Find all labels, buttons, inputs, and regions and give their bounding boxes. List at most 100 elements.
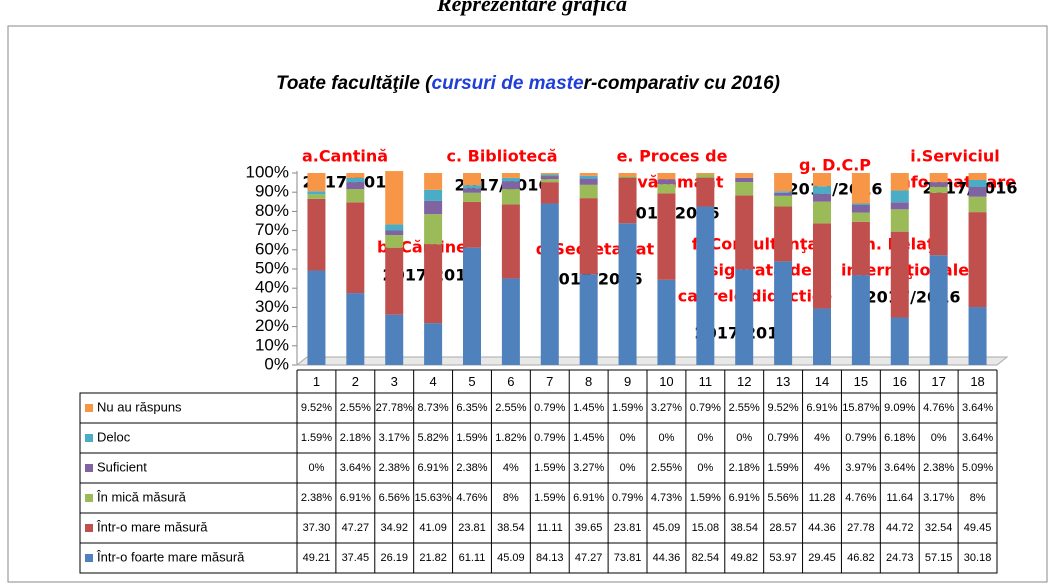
data-label: 4%: [814, 462, 830, 474]
data-label: 6.91%: [340, 492, 371, 504]
x-tick-label: 2: [352, 374, 359, 389]
bar-segment: [813, 308, 831, 365]
bar-segment: [501, 278, 520, 365]
data-label: 3.17%: [923, 492, 954, 504]
bar-segment: [618, 223, 637, 365]
bar-segment: [424, 200, 443, 215]
bar-segment: [346, 293, 365, 365]
bar-segment: [968, 173, 987, 180]
data-label: 57.15: [925, 552, 953, 564]
bar-segment: [696, 174, 715, 178]
bar-segment: [540, 203, 559, 365]
bar-segment: [968, 179, 987, 187]
bar-segment: [540, 173, 559, 175]
bar-segment: [463, 192, 481, 202]
bar-segment: [929, 186, 948, 193]
data-label: 44.36: [808, 522, 836, 534]
data-label: 39.65: [575, 522, 603, 534]
data-label: 0%: [620, 432, 636, 444]
data-label: 34.92: [380, 522, 408, 534]
bar-segment: [385, 247, 404, 315]
data-label: 3.27%: [651, 402, 682, 414]
bar-segment: [579, 175, 598, 179]
annotation: c. Bibliotecă: [446, 147, 557, 166]
data-label: 8%: [970, 492, 986, 504]
data-label: 23.81: [614, 522, 642, 534]
bar-segment: [774, 191, 793, 193]
x-tick-label: 9: [624, 374, 631, 389]
data-label: 3.17%: [379, 432, 410, 444]
x-tick-label: 1: [313, 374, 320, 389]
bar-segment: [501, 189, 520, 205]
data-label: 0%: [931, 432, 947, 444]
x-tick-label: 6: [507, 374, 514, 389]
data-label: 5.56%: [768, 492, 799, 504]
data-label: 1.59%: [690, 492, 721, 504]
data-label: 0%: [736, 432, 752, 444]
legend-swatch: [85, 464, 93, 472]
data-label: 1.45%: [573, 402, 604, 414]
x-tick-label: 12: [737, 374, 751, 389]
bar-segment: [657, 193, 676, 280]
bar-segment: [735, 182, 754, 196]
data-label: 0%: [308, 462, 324, 474]
annotation: i.Serviciul: [910, 147, 1000, 166]
data-label: 37.30: [303, 522, 331, 534]
legend-label: Nu au răspuns: [97, 399, 182, 414]
bar-segment: [851, 221, 870, 276]
bar-segment: [346, 202, 365, 294]
data-label: 5.82%: [418, 432, 449, 444]
data-label: 49.45: [964, 522, 992, 534]
bar-segment: [968, 186, 987, 197]
bar-segment: [929, 192, 948, 256]
data-label: 15.08: [692, 522, 720, 534]
bar-segment: [307, 191, 326, 195]
data-label: 49.21: [303, 552, 331, 564]
annotation: g. D.C.P: [799, 156, 871, 175]
data-label: 0%: [620, 462, 636, 474]
bar-segment: [385, 230, 404, 236]
bar-segment: [540, 174, 559, 177]
data-label: 38.54: [497, 522, 525, 534]
y-tick-label: 60%: [255, 239, 289, 258]
annotation: cadrele didactice: [678, 287, 833, 306]
bar-segment: [540, 176, 559, 180]
data-label: 0.79%: [534, 402, 565, 414]
data-label: 3.64%: [340, 462, 371, 474]
bar-segment: [385, 224, 404, 231]
bar-segment: [346, 173, 365, 178]
data-label: 37.45: [342, 552, 370, 564]
bar-segment: [579, 178, 598, 185]
data-label: 6.91%: [418, 462, 449, 474]
data-label: 47.27: [342, 522, 370, 534]
bar-segment: [890, 202, 909, 210]
data-label: 6.91%: [806, 402, 837, 414]
bar-segment: [618, 173, 637, 177]
bar-segment: [501, 173, 520, 178]
data-label: 45.09: [653, 522, 681, 534]
data-label: 0.79%: [612, 492, 643, 504]
bar-segment: [774, 195, 793, 207]
legend-swatch: [85, 404, 93, 412]
bar-segment: [424, 244, 443, 324]
bar-segment: [851, 205, 870, 213]
data-label: 53.97: [769, 552, 797, 564]
data-label: 0.79%: [690, 402, 721, 414]
data-label: 46.82: [847, 552, 875, 564]
data-label: 15.87%: [842, 402, 880, 414]
data-label: 2.55%: [651, 462, 682, 474]
data-label: 44.36: [653, 552, 681, 564]
data-label: 2.38%: [301, 492, 332, 504]
bar-segment: [424, 173, 443, 190]
data-label: 9.52%: [768, 402, 799, 414]
bar-segment: [346, 182, 365, 190]
data-label: 82.54: [692, 552, 720, 564]
data-label: 2.38%: [923, 462, 954, 474]
bar-segment: [890, 231, 909, 318]
bar-segment: [851, 275, 870, 365]
x-tick-label: 7: [546, 374, 553, 389]
bar-segment: [968, 212, 987, 308]
data-label: 38.54: [730, 522, 758, 534]
x-tick-label: 14: [815, 374, 829, 389]
bar-segment: [890, 190, 909, 203]
